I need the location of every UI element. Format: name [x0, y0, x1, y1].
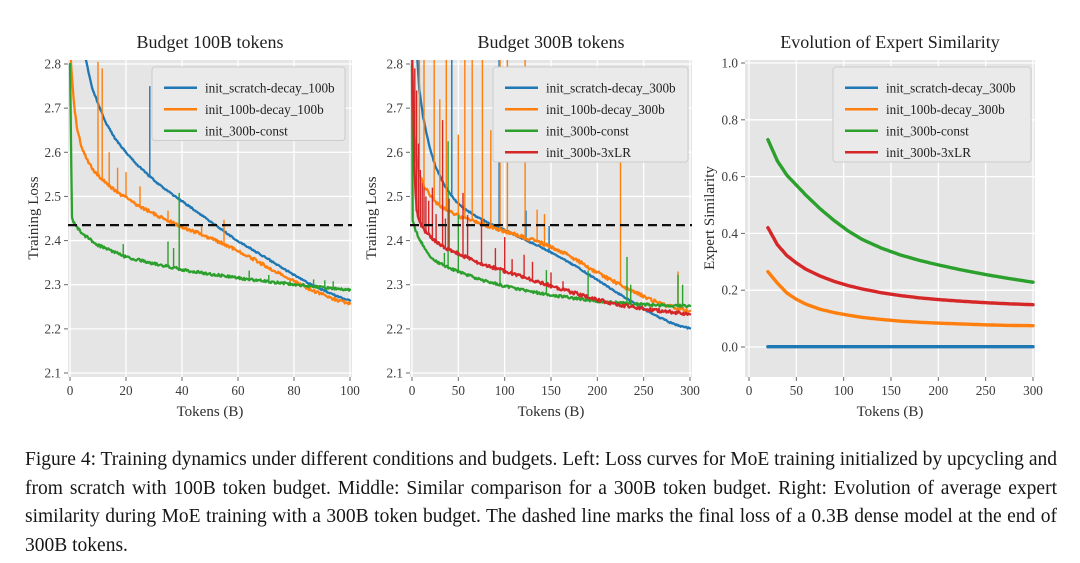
figure-canvas: 0 20 40 60 80 100 2.1 2.2 2.3 2.4 2.5 2.6 2.7 2.8 Budg…: [26, 32, 1043, 420]
figure-caption: Figure 4: Training dynamics under differ…: [25, 449, 1057, 556]
x-tick-label: 150: [541, 383, 561, 398]
y-tick-label: 0.4: [722, 226, 739, 241]
legend-label: init_scratch-decay_100b: [205, 80, 335, 95]
x-tick-label: 200: [928, 383, 948, 398]
y-tick-label: 2.8: [387, 57, 404, 72]
y-tick-label: 2.1: [45, 366, 61, 381]
series-line-init_300b-3xLR: [766, 226, 1035, 307]
x-tick-label: 300: [1023, 383, 1043, 398]
series-line-init_100b-decay_300b: [411, 60, 692, 314]
y-tick-label: 2.5: [45, 189, 62, 204]
chart-3: 0 50 100 150 200 250 300 0.0 0.2 0.4 0.6 0.8 1.0 Evol…: [702, 32, 1043, 420]
x-tick-label: 150: [881, 383, 901, 398]
y-tick-label: 1.0: [722, 56, 739, 71]
y-tick-label: 2.4: [387, 233, 404, 248]
legend: init_scratch-decay_300b init_100b-decay_3…: [492, 66, 689, 163]
x-tick-label: 60: [231, 383, 245, 398]
y-axis-label: Training Loss: [26, 176, 42, 259]
series-line-init_scratch-decay_100b: [84, 60, 352, 302]
legend-label: init_100b-decay_300b: [886, 102, 1005, 117]
series-line-init_300b-const: [68, 62, 352, 292]
chart-title: Budget 300B tokens: [478, 32, 625, 52]
y-tick-label: 0.8: [722, 112, 739, 127]
chart-2: 0 50 100 150 200 250 300 2.1 2.2 2.3 2.4 2.5 2.6 2.7 2…: [364, 32, 700, 420]
y-tick-label: 2.2: [45, 321, 61, 336]
chart-1: 0 20 40 60 80 100 2.1 2.2 2.3 2.4 2.5 2.6 2.7 2.8 Budg…: [26, 32, 360, 420]
y-axis-label: Expert Similarity: [702, 166, 718, 270]
y-tick-label: 2.7: [45, 101, 62, 116]
legend-label: init_scratch-decay_300b: [886, 80, 1016, 95]
x-tick-label: 250: [976, 383, 996, 398]
x-tick-label: 80: [287, 383, 301, 398]
x-tick-label: 100: [834, 383, 854, 398]
y-tick-label: 2.6: [45, 145, 62, 160]
legend: init_scratch-decay_300b init_100b-decay_3…: [832, 66, 1032, 163]
x-tick-label: 300: [680, 383, 700, 398]
y-tick-label: 0.0: [722, 340, 739, 355]
x-tick-label: 40: [175, 383, 189, 398]
legend-label: init_300b-const: [546, 123, 629, 138]
series-line-init_100b-decay_300b: [766, 270, 1035, 328]
x-tick-label: 20: [119, 383, 133, 398]
x-tick-label: 100: [495, 383, 515, 398]
y-tick-label: 2.8: [45, 57, 62, 72]
x-tick-label: 50: [452, 383, 466, 398]
y-tick-label: 2.5: [387, 189, 404, 204]
legend-box: [151, 66, 346, 141]
x-tick-label: 250: [634, 383, 654, 398]
series-line-init_300b-const: [766, 138, 1035, 284]
legend-label: init_100b-decay_300b: [546, 102, 665, 117]
x-tick-label: 0: [409, 383, 416, 398]
x-axis-label: Tokens (B): [518, 404, 585, 420]
legend-label: init_300b-3xLR: [886, 145, 971, 160]
legend-label: init_scratch-decay_300b: [546, 80, 676, 95]
legend: init_scratch-decay_100b init_100b-decay_1…: [151, 66, 346, 141]
x-tick-label: 0: [746, 383, 753, 398]
series-line-init_300b-3xLR: [411, 60, 692, 317]
chart-title: Budget 100B tokens: [137, 32, 284, 52]
y-tick-label: 2.3: [387, 277, 404, 292]
x-axis-label: Tokens (B): [857, 404, 924, 420]
legend-label: init_300b-const: [205, 123, 288, 138]
y-tick-label: 2.1: [387, 366, 403, 381]
y-tick-label: 2.7: [387, 101, 404, 116]
y-tick-label: 0.6: [722, 169, 739, 184]
legend-label: init_100b-decay_100b: [205, 102, 324, 117]
y-tick-label: 2.2: [387, 321, 403, 336]
legend-box: [492, 66, 689, 163]
y-axis-label: Training Loss: [364, 176, 380, 259]
x-tick-label: 50: [790, 383, 804, 398]
legend-box: [832, 66, 1032, 163]
x-axis-label: Tokens (B): [177, 404, 244, 420]
x-tick-label: 100: [340, 383, 360, 398]
series-line-init_300b-const: [410, 63, 692, 309]
legend-label: init_300b-3xLR: [546, 145, 631, 160]
y-tick-label: 2.4: [45, 233, 62, 248]
chart-title: Evolution of Expert Similarity: [780, 32, 999, 52]
x-tick-label: 0: [67, 383, 74, 398]
y-tick-label: 2.3: [45, 277, 62, 292]
legend-label: init_300b-const: [886, 123, 969, 138]
y-tick-label: 2.6: [387, 145, 404, 160]
y-tick-label: 0.2: [722, 283, 738, 298]
x-tick-label: 200: [587, 383, 607, 398]
